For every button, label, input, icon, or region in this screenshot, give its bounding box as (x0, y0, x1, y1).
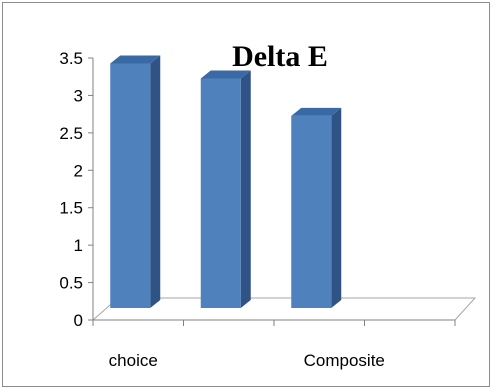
bar-top-face (291, 107, 342, 116)
category-labels: choice Composite (109, 351, 385, 370)
chart-bars (110, 55, 342, 308)
y-tick-label: 1 (74, 236, 83, 255)
bar-top-face (110, 55, 161, 64)
bar-1 (110, 55, 161, 308)
y-tick-label: 0 (74, 311, 83, 330)
bar-front-face (200, 78, 241, 308)
bar-side-face (240, 70, 251, 308)
chart-title: Delta E (232, 40, 328, 73)
bar-2 (200, 70, 251, 308)
y-tick-label: 3 (74, 86, 83, 105)
y-tick-label: 2 (74, 161, 83, 180)
bar-side-face (150, 55, 161, 308)
bar-3 (291, 107, 342, 308)
x-category-label: choice (109, 351, 158, 370)
bar-front-face (110, 63, 151, 308)
x-category-label: Composite (304, 351, 385, 370)
y-tick-label: 1.5 (59, 199, 83, 218)
y-tick-label: 3.5 (59, 49, 83, 68)
bar-side-face (331, 107, 342, 308)
bar-top-face (200, 70, 251, 79)
bar-front-face (291, 115, 332, 308)
chart-axes: 0 0.5 1 1.5 2 2.5 3 3.5 (59, 49, 456, 330)
y-tick-label: 0.5 (59, 274, 83, 293)
y-tick-label: 2.5 (59, 124, 83, 143)
